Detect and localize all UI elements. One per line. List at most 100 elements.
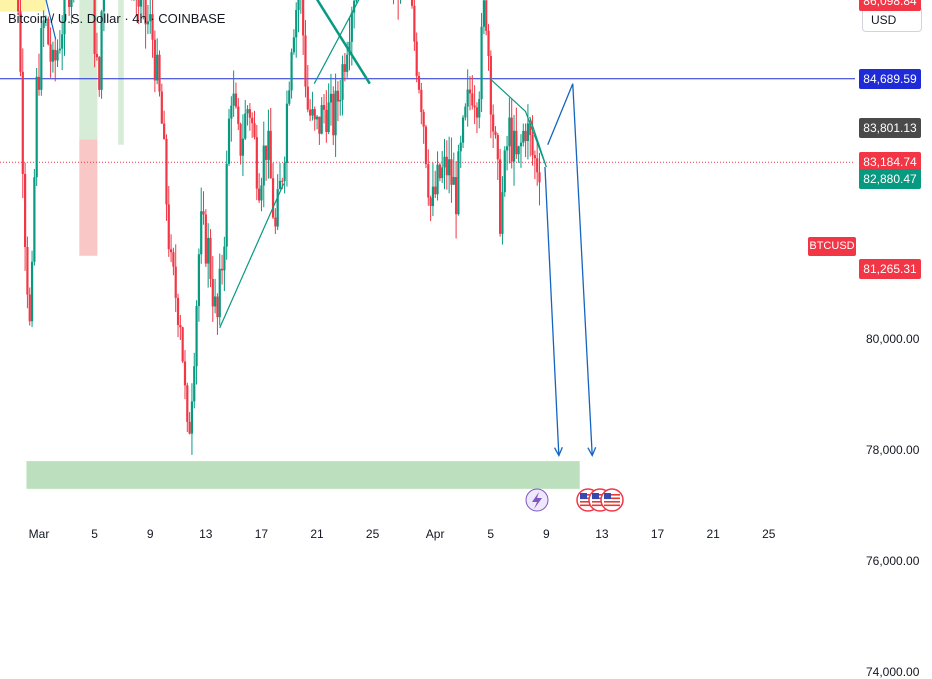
candle [214, 296, 217, 307]
trendline [45, 0, 57, 40]
candle [332, 93, 335, 136]
price-label: 83,184.74 [859, 152, 921, 172]
candle [533, 155, 536, 159]
us-flag-icon [592, 504, 608, 507]
candle [26, 247, 29, 295]
candle [295, 10, 298, 38]
candle [144, 0, 147, 25]
candle [327, 102, 330, 133]
us-flag-icon [604, 497, 620, 500]
candle [501, 192, 504, 234]
candle [350, 12, 353, 42]
candle [153, 39, 156, 81]
candle [181, 327, 184, 362]
candle [227, 118, 231, 164]
time-tick-label: 25 [762, 527, 776, 541]
candle [93, 0, 96, 54]
candle [336, 90, 340, 102]
arrow-head [587, 447, 597, 458]
candle [320, 105, 323, 134]
price-label: 86,098.84 [859, 0, 921, 11]
candle [225, 163, 228, 247]
candle [262, 145, 265, 186]
candle [169, 249, 173, 253]
time-tick-label: 5 [487, 527, 495, 541]
candle [207, 237, 210, 264]
us-flag-icon [580, 493, 587, 499]
us-flag-icon [580, 494, 596, 496]
candle [230, 105, 233, 119]
candle [471, 93, 474, 106]
arrow-head [553, 447, 563, 458]
candle [253, 123, 256, 138]
candle [63, 0, 66, 35]
candle [434, 186, 437, 195]
candle [417, 76, 421, 90]
candle [42, 20, 45, 29]
chart-title: Bitcoin / U.S. Dollar · 4h · COINBASE [8, 11, 226, 26]
zone [79, 0, 98, 140]
candle [515, 130, 518, 155]
trendline [219, 183, 285, 329]
candle [190, 401, 194, 434]
lightning-bolt-icon [532, 492, 542, 509]
candle [58, 48, 61, 51]
candle [195, 306, 198, 367]
candle [443, 156, 446, 168]
candle [234, 93, 238, 107]
candle [183, 361, 187, 386]
us-flag-icon [604, 501, 620, 503]
zones [0, 0, 580, 489]
candle [512, 130, 516, 162]
candle [95, 53, 99, 58]
us-flag-icon [600, 488, 624, 512]
price-tick-label: 74,000.00 [866, 665, 920, 679]
candle [415, 41, 418, 77]
candle [339, 99, 342, 102]
time-tick-label: 13 [199, 527, 213, 541]
candle [70, 0, 73, 7]
candle [68, 0, 71, 7]
candle [37, 76, 41, 90]
candle [241, 138, 245, 156]
candle [54, 49, 57, 61]
candle [355, 0, 358, 1]
candle [510, 117, 513, 162]
us-flag-icon [592, 497, 608, 500]
candle [309, 109, 312, 116]
candle [56, 50, 59, 61]
candle [526, 123, 530, 142]
us-flag-icon [592, 493, 599, 499]
forecast-arrows [544, 83, 597, 458]
candle [519, 142, 523, 147]
candle [49, 44, 52, 62]
candle [246, 109, 249, 114]
candle [517, 146, 520, 155]
candle [438, 164, 441, 179]
candle [47, 18, 50, 45]
candle [24, 173, 27, 248]
candle [276, 189, 279, 227]
candle [459, 142, 462, 152]
candle [306, 86, 309, 110]
candle [165, 138, 168, 205]
candle [503, 150, 506, 193]
price-tick-label: 78,000.00 [866, 443, 920, 457]
candle [529, 123, 532, 136]
candle [441, 167, 444, 179]
us-flag-icon [580, 497, 596, 500]
price-label: 84,689.59 [859, 69, 921, 89]
candle [346, 54, 349, 72]
time-tick-label: 13 [595, 527, 609, 541]
candle [61, 34, 64, 49]
candle [297, 0, 300, 11]
candle [269, 130, 272, 179]
candle [329, 93, 333, 103]
time-tick-label: 9 [146, 527, 154, 541]
candle [499, 159, 502, 234]
candle [237, 106, 240, 124]
time-tick-label: 17 [254, 527, 269, 541]
candle [468, 89, 472, 94]
candle [28, 294, 31, 322]
candle [202, 211, 205, 215]
